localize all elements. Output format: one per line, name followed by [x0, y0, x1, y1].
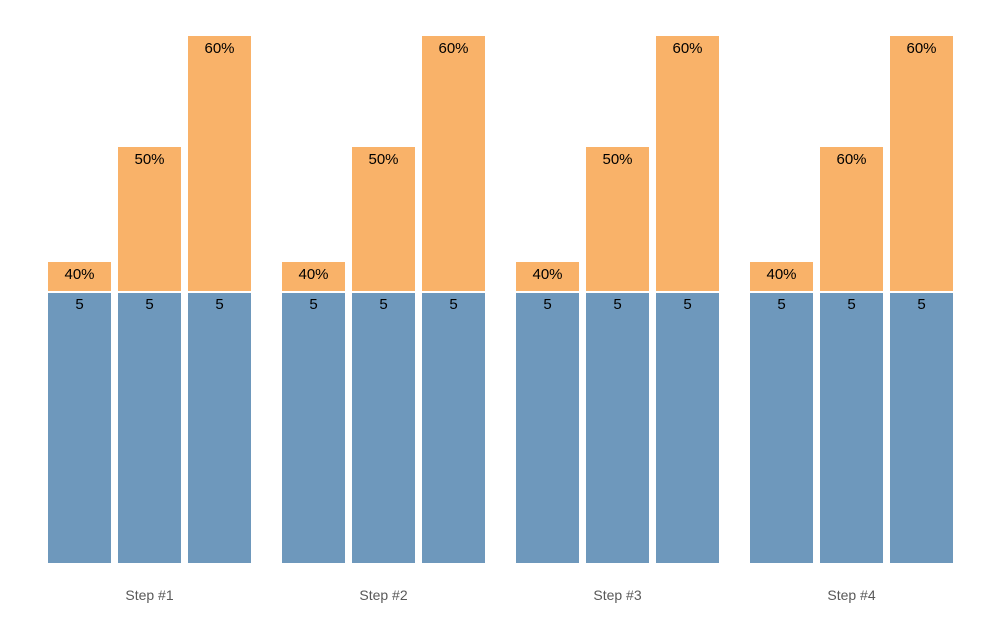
bar-segment-base: 5 [656, 293, 719, 563]
bar-segment-base: 5 [188, 293, 251, 563]
bar-label-percent: 50% [368, 151, 399, 168]
bar-label-percent: 60% [438, 40, 469, 57]
bar-segment-base: 5 [586, 293, 649, 563]
bar-step2-60pct: 60% 5 [422, 36, 485, 563]
bar-label-base: 5 [379, 296, 388, 313]
bar-segment-percent: 60% [820, 147, 883, 293]
bar-label-base: 5 [215, 296, 224, 313]
bar-segment-base: 5 [750, 293, 813, 563]
bar-segment-percent: 60% [890, 36, 953, 293]
bar-step3-40pct: 40% 5 [516, 262, 579, 563]
bar-label-base: 5 [543, 296, 552, 313]
bar-label-percent: 50% [602, 151, 633, 168]
bar-label-base: 5 [777, 296, 786, 313]
bar-label-base: 5 [917, 296, 926, 313]
bar-step3-60pct: 60% 5 [656, 36, 719, 563]
bar-label-percent: 40% [64, 266, 95, 283]
bar-segment-base: 5 [890, 293, 953, 563]
bar-label-base: 5 [613, 296, 622, 313]
bar-step2-40pct: 40% 5 [282, 262, 345, 563]
bar-label-percent: 40% [532, 266, 563, 283]
bar-segment-percent: 50% [352, 147, 415, 293]
bar-label-base: 5 [309, 296, 318, 313]
bar-label-percent: 60% [672, 40, 703, 57]
bar-label-percent: 60% [836, 151, 867, 168]
bar-segment-base: 5 [820, 293, 883, 563]
bar-step4-60pct: 60% 5 [890, 36, 953, 563]
bar-segment-percent: 50% [586, 147, 649, 293]
bar-step2-50pct: 50% 5 [352, 147, 415, 563]
category-label-step2: Step #2 [359, 587, 408, 603]
bar-step4-50pct: 60% 5 [820, 147, 883, 563]
bar-label-percent: 50% [134, 151, 165, 168]
bar-segment-percent: 40% [282, 262, 345, 293]
bar-segment-base: 5 [118, 293, 181, 563]
bar-step4-40pct: 40% 5 [750, 262, 813, 563]
bar-segment-percent: 60% [422, 36, 485, 293]
bar-segment-base: 5 [48, 293, 111, 563]
bar-label-percent: 40% [298, 266, 329, 283]
bar-segment-percent: 40% [750, 262, 813, 293]
bar-segment-base: 5 [516, 293, 579, 563]
bar-label-percent: 60% [906, 40, 937, 57]
category-label-step1: Step #1 [125, 587, 174, 603]
category-label-step4: Step #4 [827, 587, 876, 603]
bar-segment-percent: 50% [118, 147, 181, 293]
bar-segment-percent: 60% [656, 36, 719, 293]
bar-step1-50pct: 50% 5 [118, 147, 181, 563]
bar-segment-percent: 40% [516, 262, 579, 293]
bar-label-base: 5 [75, 296, 84, 313]
bar-label-base: 5 [449, 296, 458, 313]
bar-label-percent: 60% [204, 40, 235, 57]
bar-step1-60pct: 60% 5 [188, 36, 251, 563]
bar-label-percent: 40% [766, 266, 797, 283]
bar-segment-percent: 60% [188, 36, 251, 293]
bar-segment-base: 5 [282, 293, 345, 563]
bar-label-base: 5 [683, 296, 692, 313]
bar-step1-40pct: 40% 5 [48, 262, 111, 563]
bar-segment-percent: 40% [48, 262, 111, 293]
bar-segment-base: 5 [422, 293, 485, 563]
bar-step3-50pct: 50% 5 [586, 147, 649, 563]
bar-segment-base: 5 [352, 293, 415, 563]
bar-label-base: 5 [847, 296, 856, 313]
category-label-step3: Step #3 [593, 587, 642, 603]
bar-label-base: 5 [145, 296, 154, 313]
